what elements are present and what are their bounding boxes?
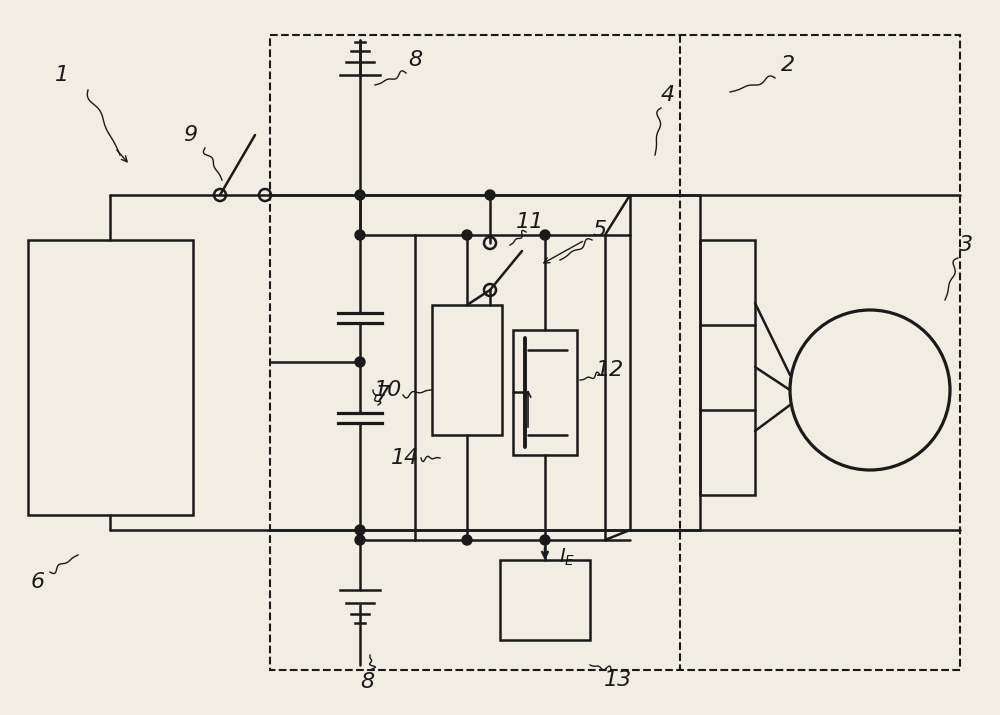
Text: 9: 9 (183, 125, 197, 145)
Text: 4: 4 (661, 85, 675, 105)
Text: 13: 13 (604, 670, 632, 690)
Circle shape (462, 230, 472, 240)
Text: 3: 3 (959, 235, 973, 255)
Bar (28, 240, 193, 515)
Circle shape (355, 525, 365, 535)
Circle shape (540, 230, 550, 240)
Text: 10: 10 (374, 380, 402, 400)
Text: 7: 7 (376, 385, 390, 405)
Bar (500, 560, 590, 640)
Bar (700, 240, 755, 495)
Text: $I_E$: $I_E$ (559, 546, 575, 568)
Bar (270, 35, 960, 670)
Bar (513, 330, 577, 455)
Text: 12: 12 (596, 360, 624, 380)
Bar (432, 305, 502, 435)
Circle shape (355, 535, 365, 545)
Circle shape (355, 190, 365, 200)
Circle shape (462, 535, 472, 545)
Text: 8: 8 (360, 672, 374, 692)
Text: 5: 5 (593, 220, 607, 240)
Text: 6: 6 (31, 572, 45, 592)
Text: 1: 1 (55, 65, 69, 85)
Bar (630, 195, 700, 530)
Circle shape (540, 535, 550, 545)
Text: 8: 8 (408, 50, 422, 70)
Text: 11: 11 (516, 212, 544, 232)
Bar (415, 235, 605, 540)
Circle shape (355, 230, 365, 240)
Circle shape (485, 190, 495, 200)
Circle shape (355, 357, 365, 367)
Text: 14: 14 (391, 448, 419, 468)
Text: 2: 2 (781, 55, 795, 75)
